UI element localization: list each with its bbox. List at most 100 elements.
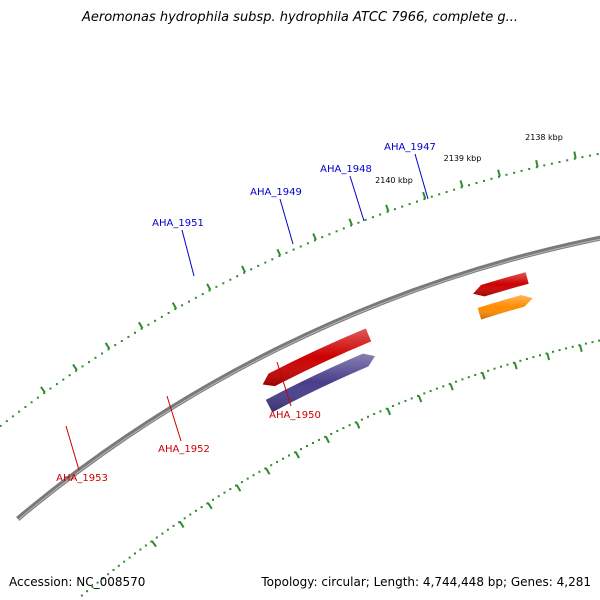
ruler-dot: [336, 430, 339, 432]
gene-label: AHA_1953: [56, 473, 108, 484]
ruler-tick: [546, 353, 551, 361]
ruler-dot: [120, 340, 123, 342]
ruler-dot: [155, 536, 158, 539]
ruler-dot: [276, 460, 279, 463]
ruler-dot: [364, 218, 367, 221]
ruler-dot: [500, 365, 502, 368]
ruler-dot: [240, 481, 243, 484]
ruler-dot: [194, 509, 197, 512]
ruler-tick: [312, 233, 317, 241]
ruler-dot: [506, 363, 509, 366]
ruler-tick: [151, 540, 157, 548]
ruler-dot: [134, 552, 136, 555]
ruler-dot: [235, 484, 237, 487]
backbone-arc: [16, 235, 600, 521]
ruler-dot: [552, 350, 554, 353]
ruler-tick: [72, 363, 78, 371]
ruler-dot: [379, 410, 382, 413]
ruler-dot: [505, 173, 508, 176]
ruler-tick: [235, 484, 242, 492]
ruler-tick: [573, 151, 577, 159]
ruler-tick-label: 2138 kbp: [525, 133, 563, 142]
ruler-dot: [558, 349, 561, 352]
ruler-dot: [88, 361, 90, 364]
ruler-dot: [487, 369, 490, 372]
gene-labels: AHA_1947 AHA_1948 AHA_1949 AHA_1951 AHA_1950…: [56, 142, 436, 484]
ruler-tick: [207, 502, 213, 510]
ruler-dot: [483, 179, 485, 182]
ruler-dot: [360, 418, 363, 421]
ruler-dot: [112, 569, 115, 571]
gene-leader-line: [166, 395, 182, 442]
feature-shading: [262, 328, 372, 387]
ruler-dot: [581, 156, 584, 159]
ruler-dot: [222, 282, 225, 285]
ruler-dot: [335, 230, 338, 233]
ruler-dot: [379, 213, 382, 216]
ruler-tick: [579, 344, 583, 353]
gene-label: AHA_1951: [152, 218, 204, 229]
gene-label: AHA_1947: [384, 142, 436, 153]
ruler-dot: [410, 397, 413, 400]
ruler-dot: [94, 356, 97, 359]
feature-shading: [477, 295, 533, 320]
accession-text: Accession: NC_008570: [9, 575, 146, 589]
ruler-dot: [490, 177, 493, 180]
ruler-dot: [306, 445, 308, 447]
ruler-dot: [525, 358, 528, 360]
ruler-dot: [36, 396, 39, 399]
ruler-tick: [459, 180, 464, 188]
ruler-dot: [223, 491, 226, 494]
ruler-dot: [62, 378, 65, 381]
ruler-dot: [528, 168, 531, 170]
ruler-dot: [573, 157, 576, 160]
ruler-tick: [513, 362, 518, 370]
ruler-dot: [123, 560, 126, 563]
ruler-dot: [475, 182, 478, 184]
ruler-dot: [250, 268, 253, 271]
ruler-inner: [80, 339, 600, 597]
ruler-dot: [49, 387, 52, 390]
ruler-dot: [306, 242, 309, 245]
ruler-dot: [550, 162, 553, 165]
ruler-dot: [318, 438, 321, 441]
ruler-dot: [461, 378, 464, 381]
ruler-dot: [181, 304, 184, 307]
ruler-dot: [589, 154, 591, 157]
ruler-dot: [117, 564, 120, 567]
ruler-dot: [161, 532, 164, 535]
gene-leader-line: [276, 361, 292, 407]
ruler-dot: [438, 193, 441, 196]
ruler-dot: [154, 319, 157, 322]
ruler-dot: [201, 293, 204, 296]
ruler-dot: [398, 402, 401, 405]
ruler-dot: [252, 474, 255, 477]
ruler-dot: [144, 544, 147, 547]
ruler-dot: [598, 339, 600, 342]
ruler-dot: [292, 248, 295, 251]
ruler-dot: [11, 415, 14, 418]
gene-leader-line: [181, 229, 195, 277]
ruler-tick: [40, 386, 46, 394]
ruler-dot: [86, 590, 89, 593]
ruler-dot: [194, 296, 197, 299]
ruler-tick: [104, 342, 111, 350]
ruler-dot: [188, 300, 190, 303]
ruler-dot: [257, 264, 260, 267]
ruler-tick: [138, 321, 144, 329]
ruler-dot: [127, 335, 130, 338]
ruler-tick: [241, 265, 246, 273]
ruler-tick: [294, 451, 300, 459]
ruler-dot: [189, 513, 192, 516]
ruler-dot: [5, 420, 8, 423]
ruler-dot: [55, 383, 58, 386]
ruler-dot: [468, 184, 470, 187]
feature-shading: [265, 353, 375, 413]
ruler-dot: [386, 210, 389, 213]
ruler-dot: [328, 233, 331, 236]
ruler-dot: [371, 216, 374, 219]
ruler-dot: [416, 200, 418, 203]
gene-label: AHA_1949: [250, 187, 302, 198]
ruler-dot: [584, 342, 587, 345]
ruler-dot: [543, 164, 546, 167]
